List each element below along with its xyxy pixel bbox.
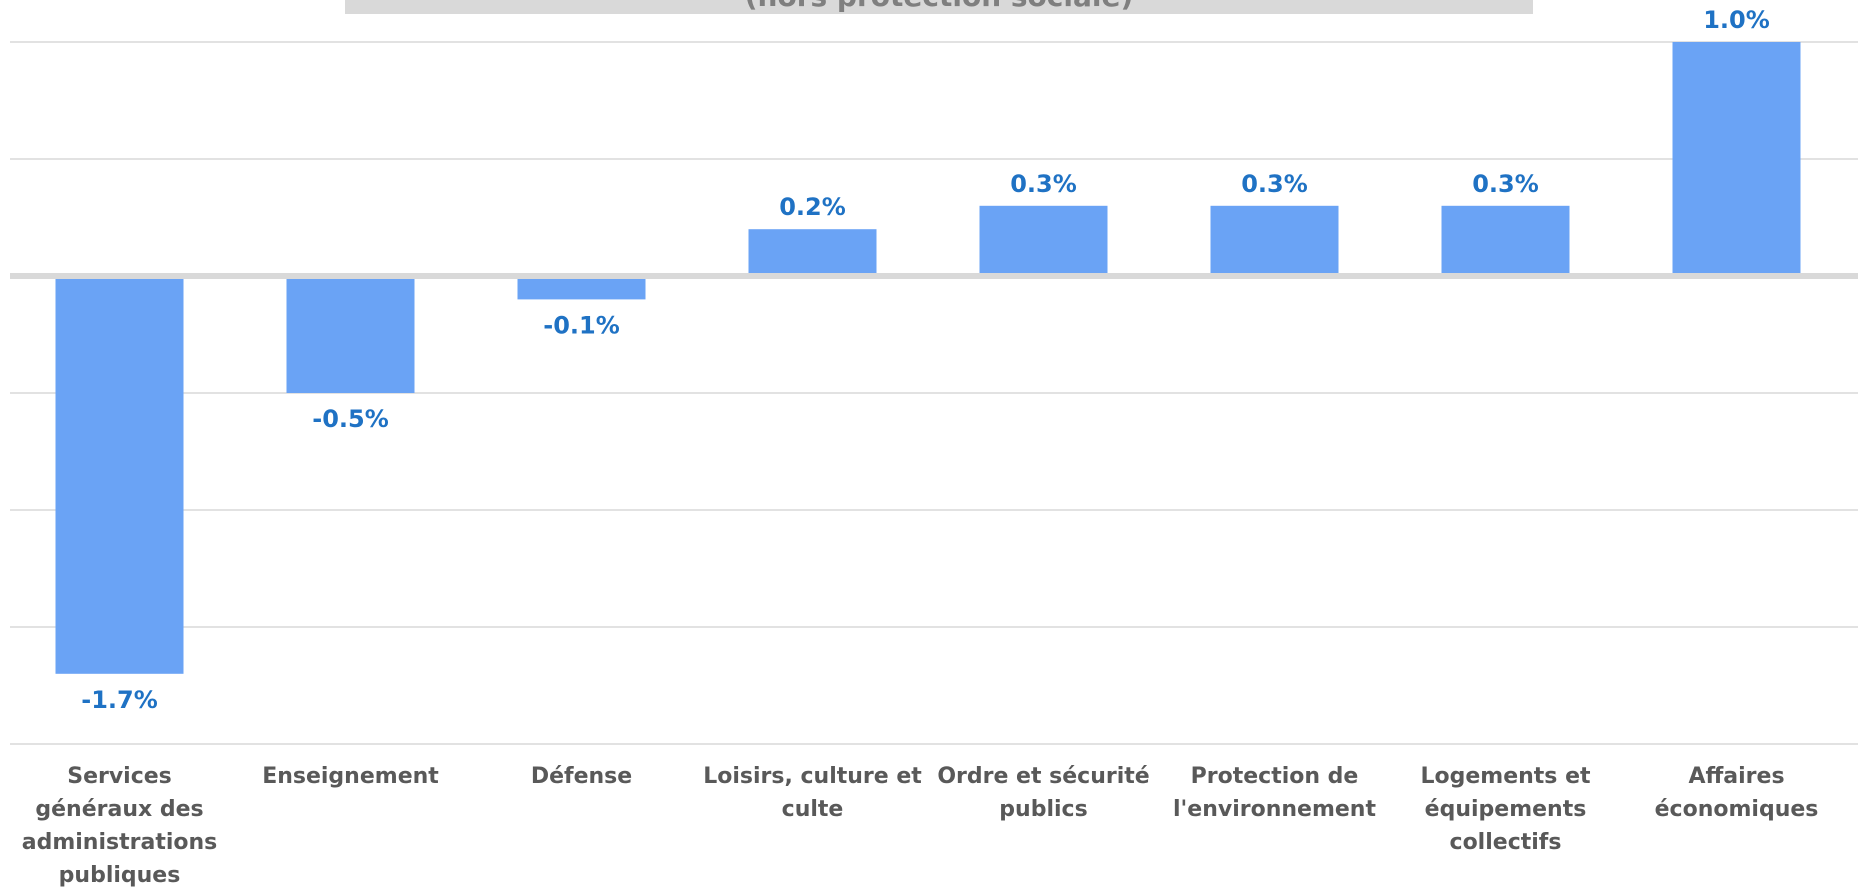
data-label: 0.3% [1472, 170, 1539, 198]
bar [748, 229, 877, 276]
category-label: Loisirs, culture et culte [703, 764, 922, 822]
bar [1210, 205, 1339, 276]
data-label: 1.0% [1703, 6, 1770, 34]
bar [979, 205, 1108, 276]
category-label: Ordre et sécurité publics [937, 764, 1150, 822]
data-label: -0.5% [312, 405, 389, 433]
data-label: 0.3% [1010, 170, 1077, 198]
data-label: -0.1% [543, 311, 620, 339]
category-label: Protection de l'environnement [1173, 764, 1376, 822]
data-label: -1.7% [81, 686, 158, 714]
category-label: Services généraux des administrations pu… [21, 764, 218, 888]
bar [1672, 42, 1801, 276]
chart-title: (hors protection sociale) [345, 0, 1533, 13]
data-labels: -1.7% -0.5% -0.1% 0.2% 0.3% 0.3% 0.3% 1.0% [81, 6, 1770, 714]
category-label: Enseignement [262, 764, 439, 789]
bars [55, 42, 1801, 674]
data-label: 0.2% [779, 193, 846, 221]
category-label: Logements et équipements collectifs [1420, 764, 1591, 855]
bar [55, 276, 184, 674]
category-label: Affaires économiques [1654, 764, 1819, 822]
bar [286, 276, 415, 393]
data-label: 0.3% [1241, 170, 1308, 198]
category-label: Défense [530, 764, 633, 789]
bar [1441, 205, 1570, 276]
bar [517, 276, 646, 300]
chart-title-box: (hors protection sociale) [345, 0, 1533, 14]
